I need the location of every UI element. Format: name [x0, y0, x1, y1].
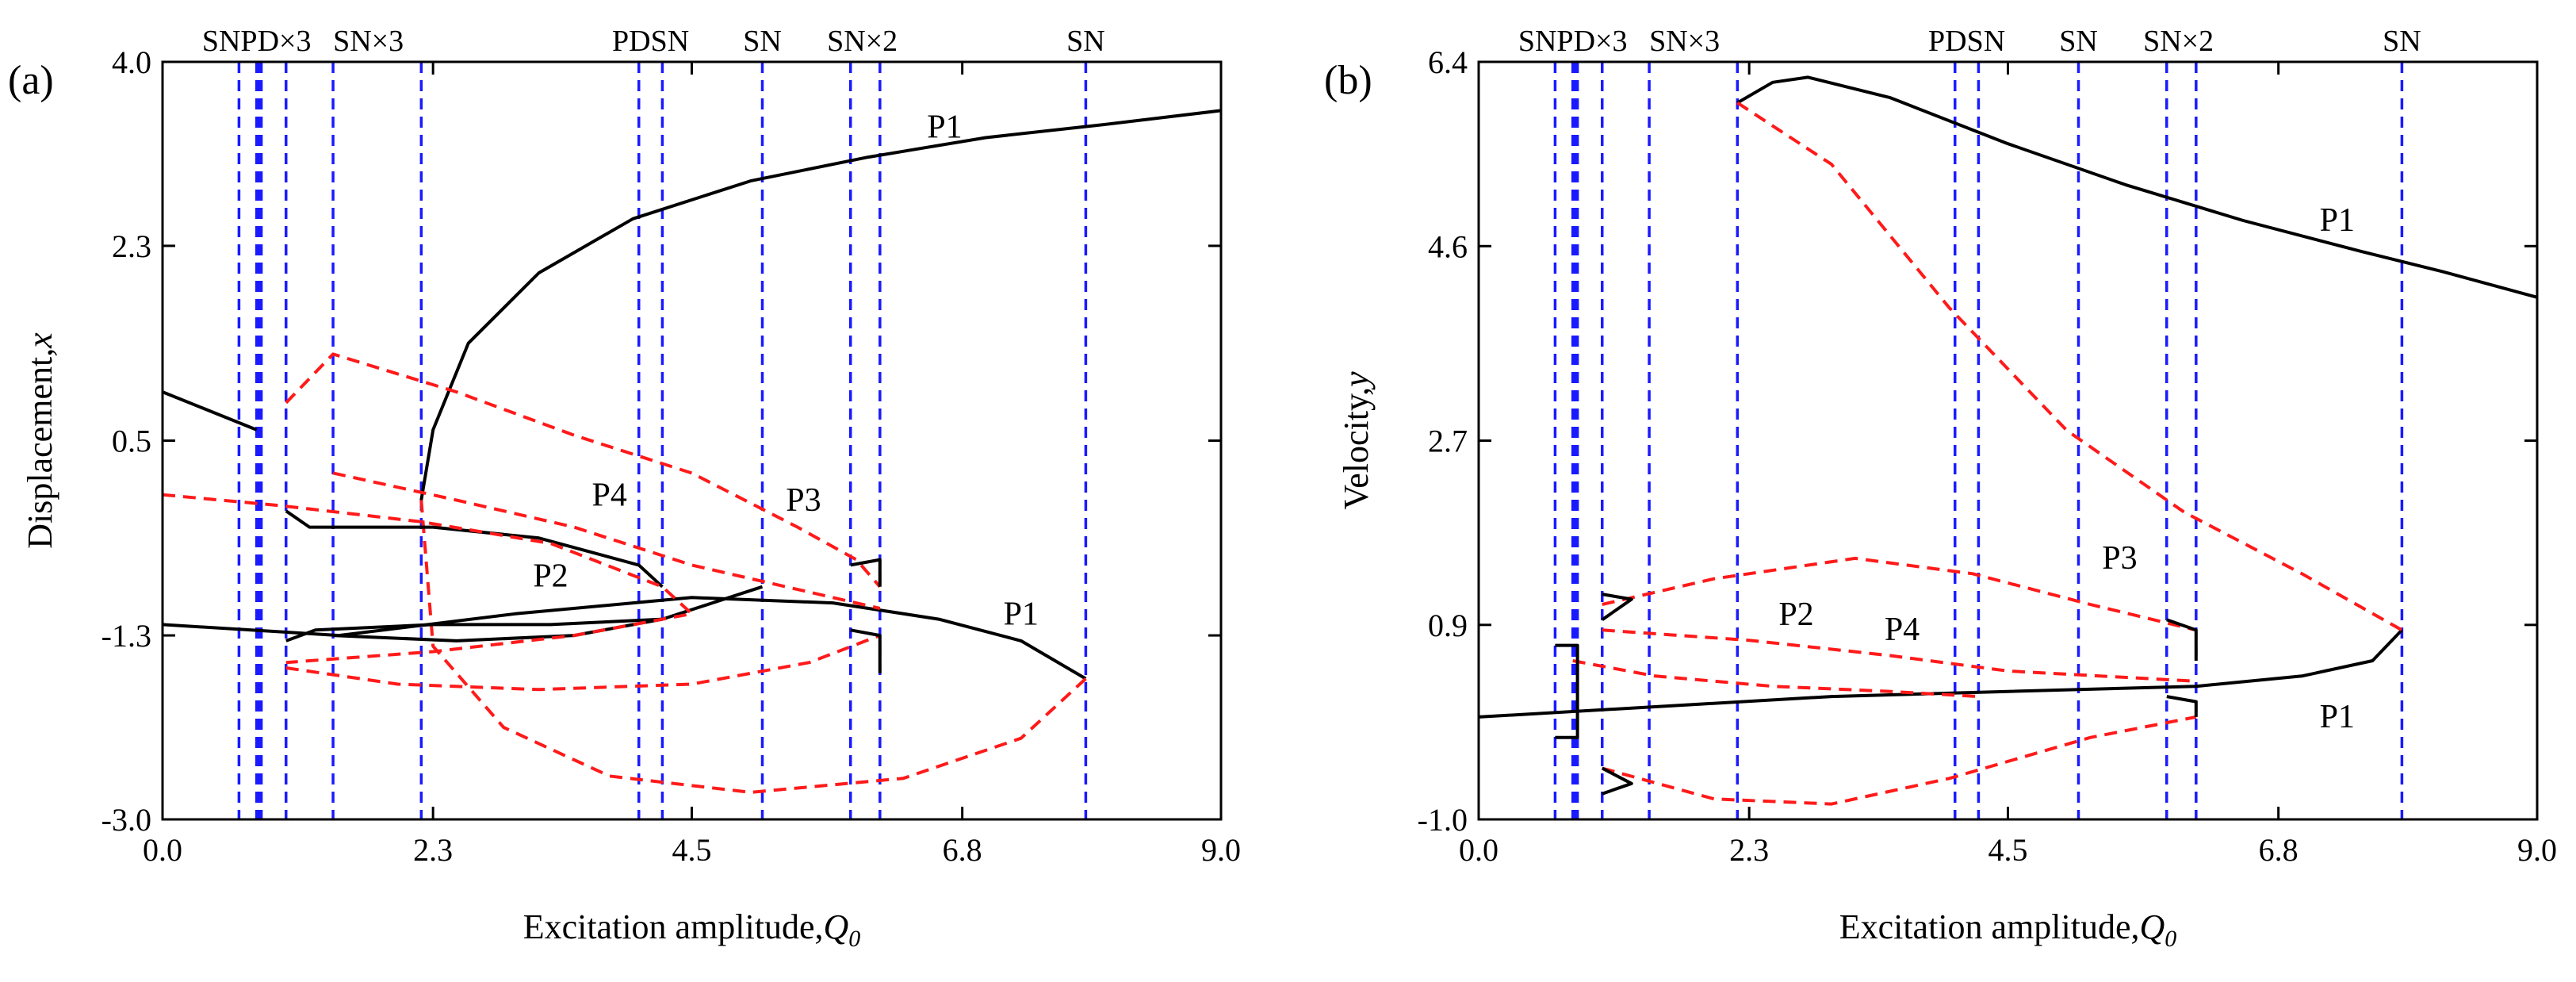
- curve-label: P2: [1778, 596, 1813, 633]
- series-stable: [1736, 75, 2538, 299]
- y-tick-label: -1.0: [1418, 802, 1468, 838]
- x-tick-label: 9.0: [2517, 832, 2557, 868]
- y-tick-label: 6.4: [1428, 44, 1468, 80]
- curve-label: P1: [2320, 202, 2355, 239]
- y-tick-label: 2.3: [112, 228, 151, 264]
- plot-frame: [161, 60, 1223, 821]
- series-stable: [850, 558, 882, 587]
- bifurcation-label: SN: [2383, 25, 2421, 58]
- y-tick-label: -3.0: [101, 802, 151, 838]
- x-tick-label: 4.5: [1988, 832, 2028, 868]
- series-unstable: [1572, 659, 1979, 699]
- curve-label: P2: [533, 558, 568, 595]
- bifurcation-label: PDSN: [1928, 25, 2005, 58]
- curve-label: P1: [927, 109, 962, 146]
- series-stable: [2166, 695, 2198, 717]
- panel-label: (b): [1324, 58, 1372, 103]
- x-tick-label: 0.0: [143, 832, 182, 868]
- series-stable: [850, 628, 882, 673]
- series-unstable: [1602, 628, 2196, 683]
- bifurcation-label: SN: [743, 25, 782, 58]
- series-unstable: [332, 471, 881, 610]
- curve-label: P4: [1885, 612, 1920, 648]
- series-unstable: [1602, 556, 2197, 632]
- x-axis-title: Excitation amplitude,Q0: [523, 907, 861, 952]
- bifurcation-label: SNPD×3: [1518, 25, 1628, 58]
- series-stable: [1601, 593, 1633, 621]
- plot-frame: [1477, 60, 2539, 821]
- x-tick-label: 2.3: [1729, 832, 1769, 868]
- panel-label: (a): [8, 58, 54, 103]
- bifurcation-label: SN×3: [333, 25, 404, 58]
- y-tick-label: 2.7: [1428, 424, 1468, 459]
- series-stable: [285, 509, 664, 589]
- y-axis-title: Velocity,y: [1337, 371, 1376, 510]
- x-tick-label: 2.3: [413, 832, 453, 868]
- series-stable: [2166, 618, 2198, 661]
- curve-label: P3: [786, 482, 821, 519]
- x-tick-label: 6.8: [943, 832, 982, 868]
- x-tick-label: 6.8: [2259, 832, 2298, 868]
- series-stable: [162, 596, 1087, 681]
- bifurcation-label: SN×2: [2143, 25, 2214, 58]
- panel-a: 0.0 2.3 4.5 6.8 9.0 -3.0 -1.3 0.5 2.3 4.0 SNPD×3 SN…: [8, 25, 1241, 952]
- curve-label: P3: [2102, 540, 2137, 577]
- y-tick-label: 4.0: [112, 44, 151, 80]
- series-unstable: [419, 500, 1087, 794]
- x-axis-title: Excitation amplitude,Q0: [1839, 907, 2177, 952]
- series-stable: [285, 585, 764, 643]
- y-tick-label: 0.9: [1428, 608, 1468, 643]
- y-tick-label: 4.6: [1428, 228, 1468, 264]
- series-unstable: [1736, 101, 2403, 632]
- curve-label: P1: [2320, 699, 2355, 735]
- bifurcation-label: SN×3: [1649, 25, 1720, 58]
- series-stable: [1478, 628, 2403, 719]
- y-tick-label: 0.5: [112, 424, 151, 459]
- bifurcation-label: SN: [2059, 25, 2098, 58]
- series-stable: [162, 390, 258, 432]
- panel-b: 0.0 2.3 4.5 6.8 9.0 -1.0 0.9 2.7 4.6 6.4 SNPD×3 SN×…: [1324, 25, 2557, 952]
- x-tick-label: 9.0: [1201, 832, 1241, 868]
- series-stable: [1555, 643, 1579, 739]
- series-unstable: [162, 493, 694, 665]
- series-unstable: [285, 352, 882, 589]
- series-stable: [1601, 766, 1633, 796]
- bifurcation-label: SNPD×3: [202, 25, 312, 58]
- bifurcation-label: PDSN: [612, 25, 689, 58]
- y-tick-label: -1.3: [101, 618, 151, 654]
- series-unstable: [1602, 715, 2197, 806]
- y-axis-title: Displacement,x: [21, 332, 59, 549]
- bifurcation-label: SN×2: [827, 25, 898, 58]
- curve-label: P1: [1004, 596, 1039, 632]
- bifurcation-label: SN: [1066, 25, 1105, 58]
- series-stable: [419, 109, 1222, 501]
- x-tick-label: 0.0: [1459, 832, 1499, 868]
- curve-label: P4: [591, 477, 626, 513]
- series-unstable: [285, 634, 881, 692]
- x-tick-label: 4.5: [672, 832, 712, 868]
